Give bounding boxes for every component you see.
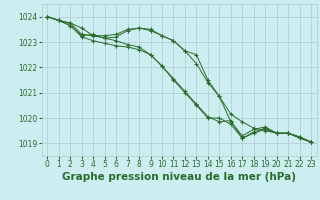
X-axis label: Graphe pression niveau de la mer (hPa): Graphe pression niveau de la mer (hPa) [62,172,296,182]
